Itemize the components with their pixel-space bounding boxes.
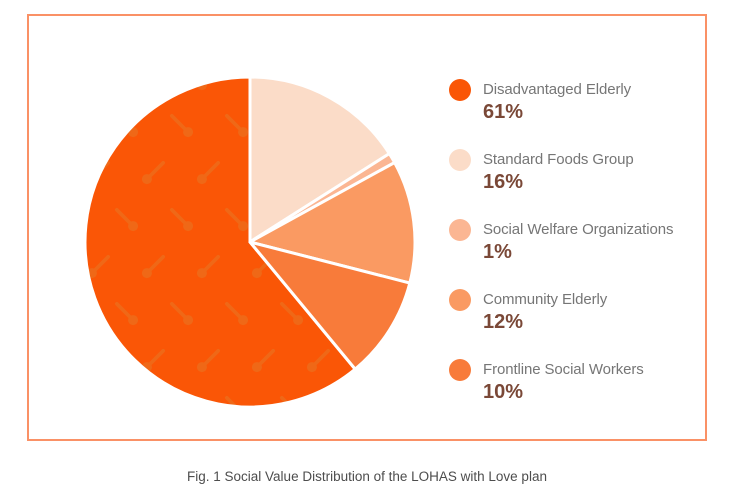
legend-text: Frontline Social Workers 10% <box>483 359 644 405</box>
legend-value: 10% <box>483 381 524 403</box>
legend-swatch-icon <box>449 149 471 171</box>
legend-item-0: Disadvantaged Elderly 61% <box>449 79 694 125</box>
legend-value: 61% <box>483 101 524 123</box>
legend-item-4: Frontline Social Workers 10% <box>449 359 694 405</box>
legend-swatch-icon <box>449 359 471 381</box>
legend-value: 12% <box>483 311 524 333</box>
pie-slice-3 <box>248 161 417 285</box>
figure-caption: Fig. 1 Social Value Distribution of the … <box>187 469 547 484</box>
pie-chart-container <box>80 72 420 412</box>
legend-label: Frontline Social Workers <box>483 361 644 378</box>
legend-swatch-icon <box>449 289 471 311</box>
pie-chart <box>83 75 417 409</box>
legend-label: Social Welfare Organizations <box>483 221 674 238</box>
legend-label: Disadvantaged Elderly <box>483 81 631 98</box>
pie-slice-0 <box>83 75 357 409</box>
pie-slice-1 <box>248 75 391 244</box>
legend-value: 1% <box>483 241 512 263</box>
chart-legend: Disadvantaged Elderly 61% Standard Foods G… <box>449 79 694 429</box>
legend-text: Social Welfare Organizations 1% <box>483 219 673 265</box>
legend-swatch-icon <box>449 219 471 241</box>
legend-text: Standard Foods Group 16% <box>483 149 634 195</box>
chart-frame: Disadvantaged Elderly 61% Standard Foods G… <box>27 14 707 441</box>
legend-text: Community Elderly 12% <box>483 289 607 335</box>
legend-swatch-icon <box>449 79 471 101</box>
legend-label: Standard Foods Group <box>483 151 634 168</box>
legend-label: Community Elderly <box>483 291 608 308</box>
legend-item-3: Community Elderly 12% <box>449 289 694 335</box>
legend-value: 16% <box>483 171 524 193</box>
legend-item-1: Standard Foods Group 16% <box>449 149 694 195</box>
legend-item-2: Social Welfare Organizations 1% <box>449 219 694 265</box>
legend-text: Disadvantaged Elderly 61% <box>483 79 631 125</box>
pie-slice-4 <box>248 240 412 371</box>
